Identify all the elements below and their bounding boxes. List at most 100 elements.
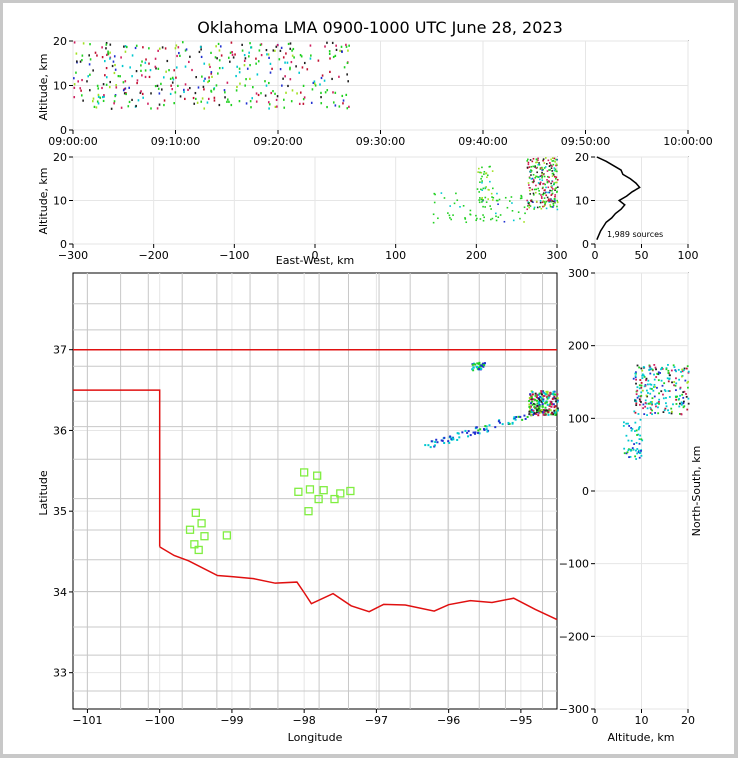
source-point [663, 409, 666, 412]
source-point [547, 191, 549, 194]
source-point [160, 88, 163, 91]
source-point [686, 408, 689, 411]
plan-view-x-tick-label: −95 [509, 714, 532, 727]
lma-station [313, 471, 322, 480]
source-point [532, 181, 535, 184]
source-point [102, 99, 105, 103]
source-point [551, 193, 553, 196]
source-point [547, 186, 550, 189]
source-point [638, 442, 641, 445]
source-point [158, 47, 161, 50]
source-point [201, 75, 203, 78]
source-point [174, 47, 177, 50]
source-point [241, 49, 244, 52]
source-point [554, 397, 557, 400]
ns-height-y-tick-label: −200 [559, 630, 589, 643]
source-point [148, 62, 150, 65]
source-point [185, 48, 188, 51]
ew-height-y-tick-label: 0 [60, 238, 67, 251]
source-point [542, 159, 545, 162]
source-point [485, 186, 487, 188]
source-point [640, 367, 643, 370]
lma-station [294, 487, 303, 496]
source-point [476, 217, 478, 220]
source-point [665, 402, 667, 405]
source-point [667, 363, 669, 366]
source-point [227, 56, 230, 59]
source-point [542, 168, 544, 171]
source-point [108, 86, 111, 89]
source-point [512, 219, 515, 222]
source-point [483, 216, 485, 219]
source-point [236, 65, 238, 68]
source-point [113, 55, 116, 58]
source-point [245, 78, 247, 81]
source-point [545, 396, 548, 399]
source-point [208, 79, 211, 82]
source-point [550, 158, 552, 161]
source-point [658, 392, 660, 395]
source-point [113, 71, 116, 75]
source-point [544, 183, 546, 186]
source-point [482, 364, 485, 367]
source-point [531, 411, 534, 414]
source-point [485, 425, 488, 428]
source-point [286, 61, 289, 64]
source-point [109, 51, 111, 54]
source-point [544, 202, 546, 205]
source-point [266, 53, 268, 56]
source-point [532, 402, 535, 405]
source-point [510, 196, 513, 198]
source-point [482, 362, 485, 365]
source-point [535, 161, 537, 164]
ew-height-y-tick-label: 20 [53, 151, 67, 164]
source-point [638, 456, 641, 459]
source-point [191, 68, 193, 72]
source-point [640, 384, 643, 387]
source-point [532, 179, 535, 181]
source-point [528, 413, 531, 416]
source-point [636, 434, 638, 436]
source-point [334, 91, 337, 94]
source-point [529, 170, 532, 173]
source-point [681, 368, 684, 371]
histogram-x-tick-label: 50 [635, 249, 649, 262]
source-point [447, 440, 450, 443]
source-point [282, 77, 284, 80]
source-point [99, 96, 102, 99]
ew-height-x-tick-label: −100 [219, 249, 249, 262]
ns-height-x-tick-label: 20 [681, 714, 695, 727]
source-point [201, 97, 204, 100]
source-point [243, 53, 246, 57]
source-point [235, 89, 238, 92]
source-point [332, 91, 334, 94]
source-point [540, 393, 543, 396]
source-point [274, 92, 276, 95]
source-point [243, 64, 246, 67]
source-point [651, 397, 654, 400]
source-point [175, 44, 178, 47]
source-point [533, 412, 536, 415]
source-point [554, 201, 556, 204]
source-point [544, 412, 547, 415]
source-point [675, 398, 678, 401]
source-point [637, 428, 640, 431]
source-point [665, 368, 668, 371]
source-point [547, 198, 550, 201]
source-point [551, 180, 554, 183]
source-point [554, 198, 556, 200]
source-point [313, 80, 316, 83]
source-point [515, 416, 518, 419]
source-point [135, 44, 138, 47]
source-point [686, 365, 689, 368]
source-point [464, 429, 467, 432]
source-point [644, 402, 647, 404]
source-point [480, 188, 482, 191]
source-point [166, 59, 169, 63]
source-point [546, 409, 549, 412]
ns-height-ylabel: North-South, km [690, 446, 703, 537]
source-point [113, 102, 115, 105]
source-point [481, 166, 483, 169]
source-point [677, 368, 680, 371]
source-point [223, 89, 226, 92]
